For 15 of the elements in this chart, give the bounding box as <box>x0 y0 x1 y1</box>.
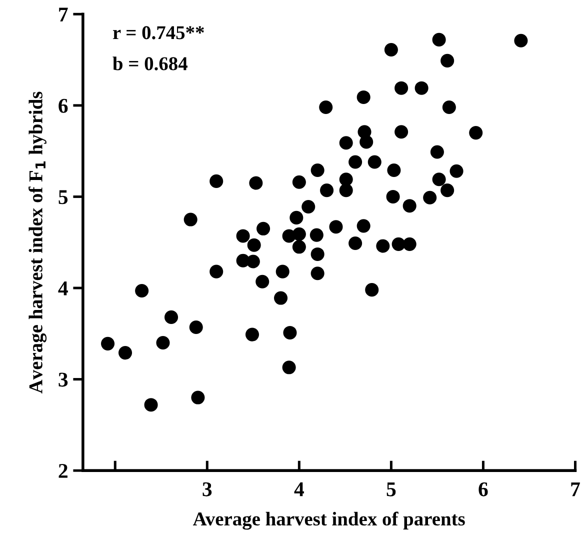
x-tick-label: 7 <box>571 482 580 496</box>
y-axis-title: Average harvest index of F$_{1}$ hybrids <box>28 92 47 394</box>
y-tick-label: 3 <box>58 372 68 387</box>
annotation: r = 0.745** <box>112 26 204 40</box>
y-tick-label: 2 <box>58 464 68 478</box>
annotation: b = 0.684 <box>112 56 188 70</box>
x-tick-label: 3 <box>202 482 212 496</box>
y-tick-label: 6 <box>58 98 68 113</box>
x-axis-title: Average harvest index of parents <box>192 512 465 530</box>
x-tick-label: 6 <box>478 482 488 496</box>
y-tick-label: 4 <box>58 282 68 296</box>
y-tick-label: 7 <box>59 8 68 22</box>
y-tick-label: 5 <box>58 190 68 204</box>
x-tick-label: 4 <box>294 482 304 496</box>
x-tick-label: 5 <box>386 482 396 496</box>
